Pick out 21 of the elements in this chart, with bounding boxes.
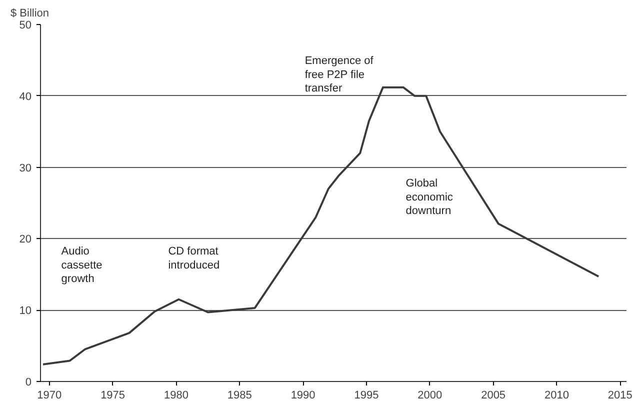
x-tick-label: 1995: [354, 390, 379, 402]
x-tick-label: 1975: [100, 390, 126, 402]
y-tick-label: 20: [19, 234, 32, 246]
x-tick-label: 1980: [164, 390, 188, 402]
x-tick-label: 2000: [418, 390, 442, 402]
y-axis-title: $ Billion: [10, 8, 50, 20]
y-tick-label: 10: [19, 305, 32, 318]
x-tick-label: 1970: [37, 390, 62, 402]
x-tick-label: 1990: [290, 390, 316, 402]
x-tick-label: 2015: [608, 390, 632, 402]
x-tick-label: 2010: [544, 390, 569, 402]
x-tick-label: 2005: [481, 390, 506, 402]
y-tick-label: 30: [19, 162, 32, 174]
annotation: Global economic downturn: [406, 178, 454, 218]
y-tick-label: 40: [19, 90, 32, 103]
y-tick-label: 0: [25, 376, 32, 388]
annotation: Audio cassette growth: [61, 246, 102, 286]
x-tick-label: 1985: [227, 390, 252, 402]
annotation: CD format introduced: [168, 246, 220, 272]
annotation: Emergence of free P2P file transfer: [304, 55, 374, 95]
y-tick-label: 50: [19, 20, 32, 32]
